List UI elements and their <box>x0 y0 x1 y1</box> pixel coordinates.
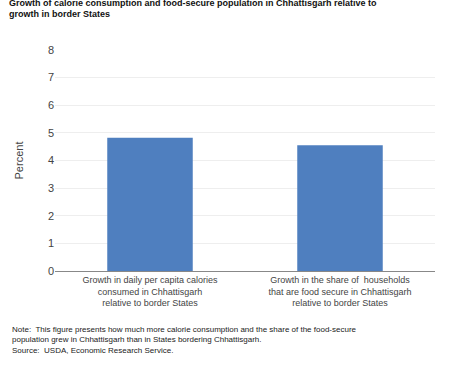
svg-text:0: 0 <box>48 265 54 277</box>
svg-text:1: 1 <box>48 237 54 249</box>
svg-text:2: 2 <box>48 210 54 222</box>
svg-text:4: 4 <box>48 154 54 166</box>
svg-text:5: 5 <box>48 127 54 139</box>
svg-text:8: 8 <box>48 44 54 56</box>
svg-text:7: 7 <box>48 71 54 83</box>
svg-text:Growth in daily per capita cal: Growth in daily per capita caloriesconsu… <box>82 275 218 308</box>
svg-text:Percent: Percent <box>13 142 25 180</box>
svg-text:Note: This figure presents ho: Note: This figure presents how much more… <box>12 325 357 355</box>
svg-text:Growth of calorie consumption: Growth of calorie consumption and food-s… <box>9 0 377 19</box>
svg-text:3: 3 <box>48 182 54 194</box>
svg-text:Growth in the share of househ: Growth in the share of householdsthat ar… <box>268 275 411 308</box>
svg-text:6: 6 <box>48 99 54 111</box>
